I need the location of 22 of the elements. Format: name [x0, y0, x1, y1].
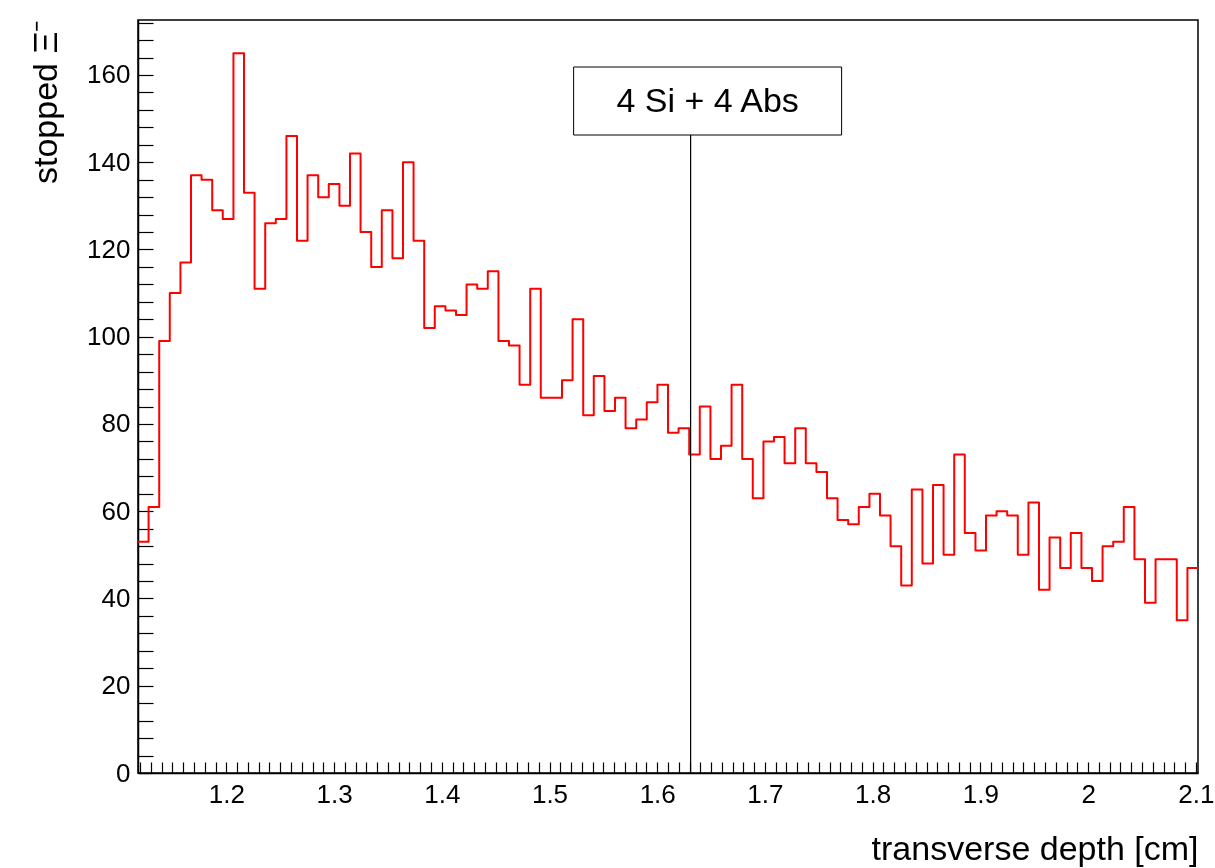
y-tick-label: 20 [101, 670, 131, 701]
x-tick-label: 1.2 [208, 778, 245, 809]
x-tick-label: 1.7 [747, 778, 784, 809]
x-axis-title: transverse depth [cm] [871, 828, 1199, 867]
x-tick-label: 1.5 [531, 778, 569, 809]
x-tick-label: 1.9 [962, 778, 999, 809]
y-tick-label: 0 [116, 757, 131, 788]
y-tick-label: 60 [101, 495, 131, 526]
y-tick-label: 100 [87, 321, 131, 352]
ref-line-label: 4 Si + 4 Abs [616, 81, 799, 119]
x-tick-label: 1.8 [855, 778, 892, 809]
y-tick-label: 80 [101, 408, 131, 439]
x-tick-label: 2.1 [1178, 778, 1215, 809]
y-axis-title: stopped Ξ⁻ [25, 20, 64, 185]
y-tick-label: 140 [87, 146, 131, 177]
x-tick-label: 1.3 [316, 778, 353, 809]
y-tick-label: 160 [87, 59, 131, 90]
x-tick-label: 1.6 [639, 778, 676, 809]
y-tick-label: 40 [101, 582, 131, 613]
y-tick-label: 120 [87, 233, 131, 264]
x-tick-label: 1.4 [424, 778, 461, 809]
x-tick-label: 2 [1081, 778, 1096, 809]
